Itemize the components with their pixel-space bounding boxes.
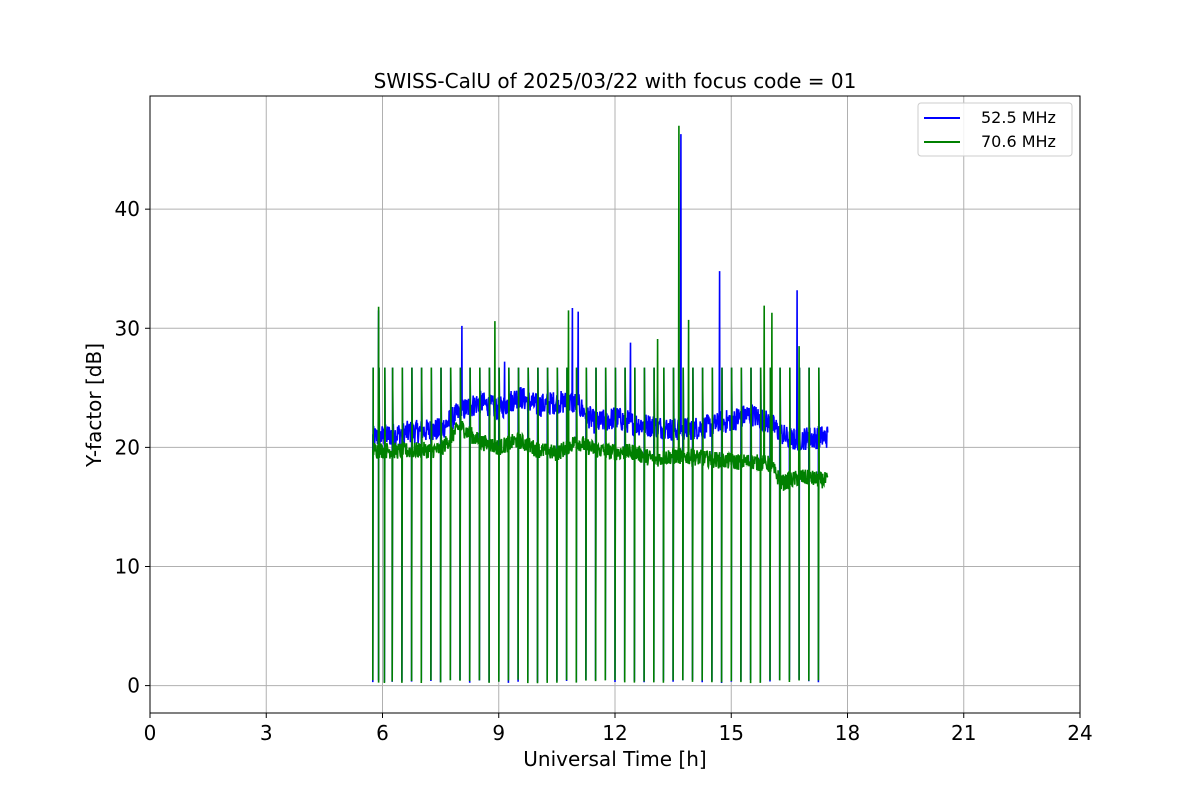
plot-area [372,125,829,684]
x-axis: 0 3 6 9 12 15 18 21 24 [144,713,1093,745]
x-tick-label: 18 [835,721,860,745]
legend-label: 52.5 MHz [981,108,1056,127]
y-tick-label: 10 [115,554,140,578]
y-tick-label: 0 [127,674,140,698]
x-tick-label: 12 [602,721,627,745]
x-tick-label: 6 [376,721,389,745]
series-line [372,125,829,684]
y-tick-label: 30 [115,316,140,340]
y-axis-title: Y-factor [dB] [82,343,106,468]
x-tick-label: 9 [492,721,505,745]
x-tick-label: 0 [144,721,157,745]
x-tick-label: 24 [1067,721,1092,745]
legend-label: 70.6 MHz [981,132,1056,151]
y-tick-label: 40 [115,197,140,221]
legend: 52.5 MHz 70.6 MHz [917,102,1073,157]
x-axis-title: Universal Time [h] [523,747,706,771]
x-tick-label: 21 [951,721,976,745]
x-tick-label: 3 [260,721,273,745]
y-axis: 0 10 20 30 40 [115,197,150,698]
chart-title: SWISS-CalU of 2025/03/22 with focus code… [374,69,857,93]
x-tick-label: 15 [719,721,744,745]
y-tick-label: 20 [115,435,140,459]
